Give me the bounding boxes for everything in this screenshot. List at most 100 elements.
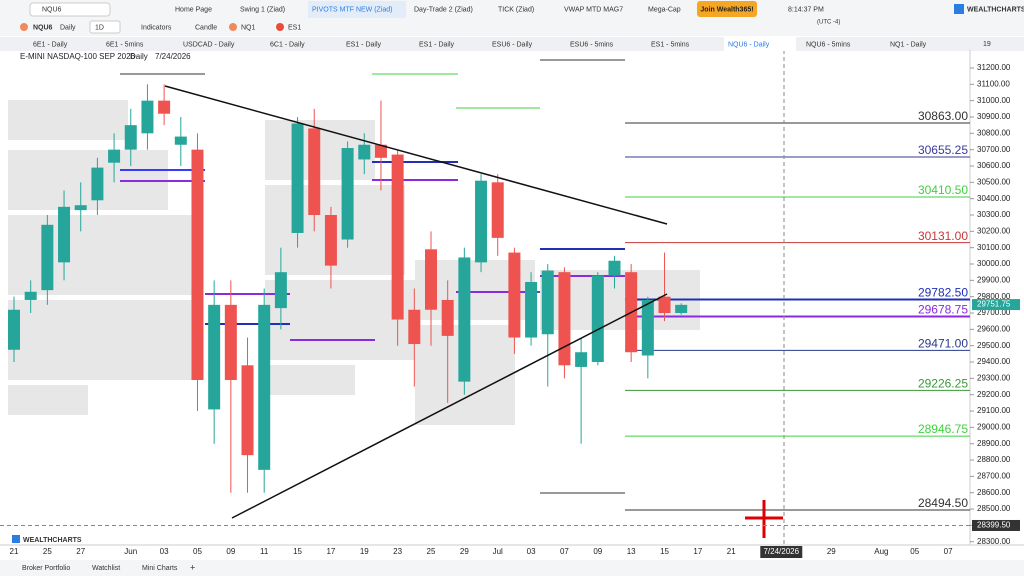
cursor	[745, 500, 783, 538]
chart-tab[interactable]: ESU6 - Daily	[492, 41, 533, 48]
candle-body	[24, 291, 37, 300]
search-text[interactable]: NQU6	[42, 6, 62, 13]
pivot-level-label: 30863.00	[918, 109, 968, 123]
interval-name[interactable]: Daily	[60, 24, 76, 31]
footer-tab[interactable]: Broker Portfolio	[22, 565, 70, 572]
active-tab[interactable]	[308, 1, 406, 18]
y-tick-label: 30100.00	[977, 243, 1011, 252]
interval[interactable]: 1D	[95, 24, 104, 31]
chart-tab[interactable]: ES1 - 5mins	[651, 41, 690, 48]
tab-count[interactable]: 19	[983, 41, 991, 48]
candle-body	[224, 304, 237, 380]
trend-line[interactable]	[164, 85, 668, 225]
footer	[0, 560, 1024, 576]
candle-body	[641, 299, 654, 356]
x-tick-label: 7/24/2026	[763, 547, 799, 556]
symbol[interactable]: NQU6	[33, 24, 53, 31]
candle-body	[491, 182, 504, 238]
x-tick-label: Jun	[124, 547, 137, 556]
join-button[interactable]	[697, 1, 757, 17]
candle-body	[575, 352, 588, 367]
chart-tab[interactable]: NQ1 - Daily	[890, 41, 927, 48]
chart-tab[interactable]: USDCAD - Daily	[183, 41, 235, 48]
join-text[interactable]: Join Wealth365!	[700, 6, 753, 13]
candle-body	[591, 275, 604, 363]
candle-body	[374, 144, 387, 158]
x-tick-label: 05	[193, 547, 202, 556]
interval-box[interactable]	[89, 20, 121, 34]
y-tick-label: 28300.00	[977, 537, 1011, 546]
candle-body	[508, 252, 521, 338]
compare[interactable]: NQ1	[241, 24, 256, 31]
candle-body	[341, 148, 354, 240]
candle-body	[241, 365, 254, 456]
layout-tab[interactable]: VWAP MTD MAG7	[564, 6, 623, 13]
layout-tab[interactable]: PIVOTS MTF NEW (Ziad)	[312, 6, 393, 13]
symbol-icon	[20, 23, 28, 31]
y-tick-label: 31000.00	[977, 96, 1011, 105]
candle-body	[8, 309, 20, 350]
search-box[interactable]	[29, 2, 111, 17]
x-tick-label: 15	[660, 547, 669, 556]
y-tick-label: 29900.00	[977, 275, 1011, 284]
chart-tab[interactable]: ES1 - Daily	[419, 41, 455, 48]
pivot-level-label: 30410.50	[918, 183, 968, 197]
pivot-level-label: 29226.25	[918, 377, 968, 391]
y-tick-label: 29000.00	[977, 422, 1011, 431]
y-tick-label: 29400.00	[977, 357, 1011, 366]
watermark-icon	[12, 535, 20, 543]
weekly-pivots	[120, 59, 625, 494]
active-chart-tab[interactable]	[724, 37, 796, 51]
footer-add[interactable]: +	[190, 562, 195, 572]
layout-tab[interactable]: Swing 1 (Ziad)	[240, 6, 285, 13]
chart-tab[interactable]: NQU6 - Daily	[728, 41, 770, 48]
y-tick-label: 28900.00	[977, 439, 1011, 448]
top-bar	[0, 0, 1024, 36]
levels: 30863.00 30655.25 30410.50 30131.00 29782.50…	[625, 109, 970, 511]
x-tick-label: 17	[693, 547, 702, 556]
layout-tab[interactable]: Day-Trade 2 (Ziad)	[414, 6, 473, 13]
x-tick-label: 23	[393, 547, 402, 556]
compare[interactable]: ES1	[288, 24, 301, 31]
chart-tab[interactable]: NQU6 - 5mins	[806, 41, 851, 48]
y-tick-label: 29300.00	[977, 373, 1011, 382]
candle-body	[425, 249, 437, 310]
layout-tab[interactable]: Mega-Cap	[648, 6, 681, 13]
footer-tab[interactable]: Watchlist	[92, 565, 120, 572]
chart-date: 7/24/2026	[155, 52, 191, 61]
layout-tab[interactable]: TICK (Ziad)	[498, 6, 534, 13]
indicators[interactable]: Indicators	[141, 24, 172, 31]
layout-tab[interactable]: Home Page	[175, 6, 212, 13]
x-tick-label: Jul	[493, 547, 503, 556]
candle-body	[174, 136, 187, 145]
price-tag	[972, 299, 1020, 311]
x-tick-label: 07	[560, 547, 569, 556]
x-tick-label: 09	[593, 547, 602, 556]
profile-bar	[8, 215, 198, 295]
chart-tab[interactable]: 6C1 - Daily	[270, 41, 305, 48]
footer-tab[interactable]: Mini Charts	[142, 565, 178, 572]
candle-body	[408, 309, 421, 345]
candle-body	[208, 304, 221, 410]
x-tick-label: 03	[527, 547, 536, 556]
trend-line[interactable]	[231, 293, 668, 519]
candle-body	[658, 296, 671, 314]
y-tick-label: 29100.00	[977, 406, 1011, 415]
logo-icon	[954, 4, 964, 14]
y-tick-label: 30900.00	[977, 112, 1011, 121]
crosshair-date-box	[760, 546, 803, 558]
candle-body	[525, 281, 538, 338]
candle-body	[191, 149, 204, 380]
y-tick-label: 30600.00	[977, 161, 1011, 170]
x-tick-label: 27	[76, 547, 85, 556]
candle-body	[391, 154, 404, 320]
chart-type[interactable]: Candle	[195, 24, 217, 31]
clock: 8:14:37 PM	[788, 6, 824, 13]
chart-tab[interactable]: ESU6 - 5mins	[570, 41, 614, 48]
chart-tab[interactable]: 6E1 - 5mins	[106, 41, 144, 48]
x-tick-label: 29	[460, 547, 469, 556]
chart-tab[interactable]: ES1 - Daily	[346, 41, 382, 48]
x-tick-label: 13	[627, 547, 636, 556]
chart-tab[interactable]: 6E1 - Daily	[33, 41, 68, 48]
price-tag-label: 29751.75	[977, 300, 1011, 309]
